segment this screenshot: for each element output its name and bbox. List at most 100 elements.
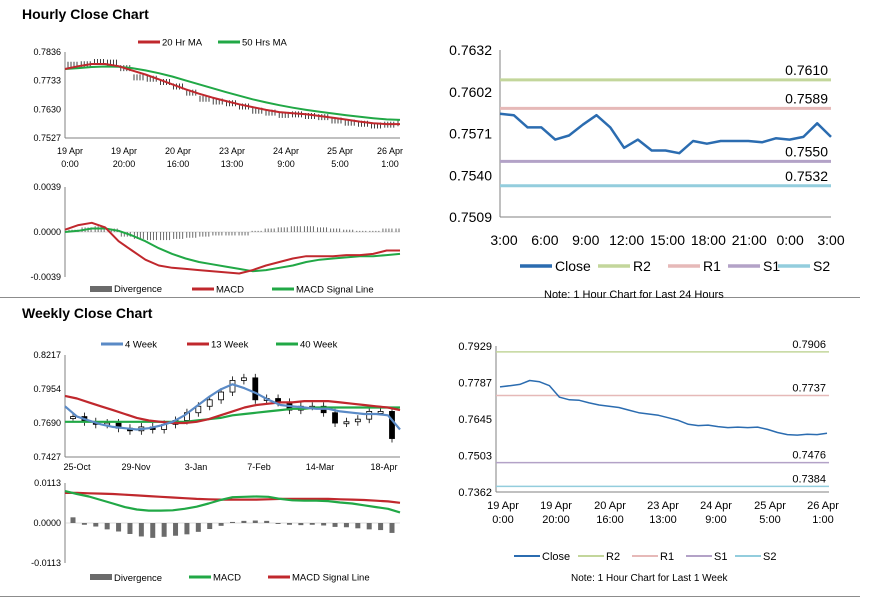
weekly-1w-xtick: 26 Apr <box>807 500 839 512</box>
weekly-1w-legend-label: Close <box>542 551 570 563</box>
hourly-ma20-legend-label: 20 Hr MA <box>162 38 203 49</box>
weekly-divergence-bar <box>321 523 327 526</box>
weekly-divergence-bar <box>241 520 247 523</box>
weekly-1w-legend-label: R1 <box>660 551 674 563</box>
weekly-divergence-bar <box>309 523 315 525</box>
weekly-1w-xtick: 23 Apr <box>647 500 679 512</box>
hourly-price-xtick: 20 Apr <box>165 146 191 156</box>
weekly-price-xtick: 25-Oct <box>63 462 91 472</box>
weekly-divergence-bar <box>195 523 201 532</box>
weekly-40wk-line <box>65 406 400 423</box>
hourly-price-xtick: 20:00 <box>113 159 136 169</box>
weekly-candle-body <box>332 412 338 424</box>
weekly-divergence-bar <box>207 523 213 530</box>
weekly-1w-legend-label: R2 <box>606 551 620 563</box>
weekly-1w-xtick: 20 Apr <box>594 500 626 512</box>
hourly-ma50-legend-label: 50 Hrs MA <box>242 38 288 49</box>
weekly-macd-signal-legend-label: MACD Signal Line <box>292 573 370 584</box>
weekly-price-xtick: 3-Jan <box>185 462 208 472</box>
weekly-price-ytick: 0.7427 <box>33 452 61 462</box>
weekly-candle-body <box>218 391 225 401</box>
bottom-divider <box>0 596 860 597</box>
weekly-price-ytick: 0.7954 <box>33 384 61 394</box>
weekly-candle-body <box>366 411 373 420</box>
weekly-divergence-bar <box>127 523 133 534</box>
hourly-24h-legend-label: S2 <box>813 258 830 274</box>
hourly-price-xtick: 19 Apr <box>111 146 137 156</box>
weekly-candle-body <box>70 416 76 419</box>
hourly-macd-legend-label: MACD <box>216 285 244 296</box>
hourly-price-xtick: 1:00 <box>381 159 399 169</box>
hourly-24h-close-line <box>499 112 832 155</box>
section-divider <box>0 297 860 298</box>
weekly-divergence-bar <box>343 523 349 528</box>
hourly-24h-xtick: 15:00 <box>650 232 685 248</box>
hourly-24h-xtick: 3:00 <box>490 232 517 248</box>
weekly-candle-body <box>377 411 384 414</box>
weekly-1w-xtick: 19 Apr <box>487 500 519 512</box>
weekly-13wk-line <box>64 394 401 425</box>
weekly-40wk-legend-label: 40 Week <box>300 340 338 351</box>
hourly-24h-xtick: 0:00 <box>777 232 804 248</box>
weekly-divergence-bar <box>286 523 292 525</box>
weekly-divergence-bar <box>218 523 224 526</box>
hourly-price-ytick: 0.7527 <box>33 133 61 143</box>
weekly-divergence-bar <box>252 520 258 523</box>
weekly-1w-legend-label: S2 <box>763 551 776 563</box>
weekly-divergence-bar <box>230 521 235 523</box>
weekly-1w-r2-label: 0.7906 <box>792 339 826 351</box>
hourly-24h-xtick: 21:00 <box>732 232 767 248</box>
hourly-price-xtick: 24 Apr <box>273 146 299 156</box>
hourly-price-xtick: 0:00 <box>61 159 79 169</box>
weekly-price-ytick: 0.8217 <box>33 350 61 360</box>
weekly-price-xtick: 14-Mar <box>306 462 335 472</box>
hourly-macd-ytick: 0.0000 <box>33 227 61 237</box>
hourly-24h-legend-label: S1 <box>763 258 780 274</box>
weekly-1w-ytick: 0.7929 <box>458 341 492 353</box>
weekly-1w-xtick: 24 Apr <box>700 500 732 512</box>
hourly-24h-r1-label: 0.7589 <box>785 90 828 106</box>
weekly-macd-legend-label: MACD <box>213 573 241 584</box>
hourly-24h-ytick: 0.7540 <box>449 167 492 183</box>
weekly-candle-body <box>206 399 213 407</box>
weekly-1w-ytick: 0.7362 <box>458 487 492 499</box>
hourly-price-ytick: 0.7836 <box>33 47 61 57</box>
hourly-24h-legend-label: R2 <box>633 258 651 274</box>
weekly-4wk-legend-label: 4 Week <box>125 340 157 351</box>
hourly-divergence-legend-label: Divergence <box>114 284 162 295</box>
weekly-1w-ytick: 0.7503 <box>458 451 492 463</box>
hourly-price-xtick: 26 Apr <box>377 146 403 156</box>
hourly-price-xtick: 25 Apr <box>327 146 353 156</box>
weekly-candle-body <box>354 418 361 423</box>
hourly-macd-ytick: 0.0039 <box>33 182 61 192</box>
weekly-candle-body <box>389 411 395 439</box>
weekly-1w-xtick: 16:00 <box>596 514 624 526</box>
weekly-divergence-bar <box>264 520 270 523</box>
weekly-divergence-bar <box>173 523 179 536</box>
hourly-20hr-ma-line <box>64 63 400 126</box>
hourly-24h-legend-label: R1 <box>703 258 721 274</box>
weekly-1w-xtick: 20:00 <box>542 514 570 526</box>
hourly-24h-s2-label: 0.7532 <box>785 168 828 184</box>
weekly-divergence-bar <box>161 523 167 537</box>
hourly-price-xtick: 23 Apr <box>219 146 245 156</box>
hourly-macd-line <box>64 221 400 275</box>
weekly-divergence-bar <box>378 523 384 531</box>
weekly-divergence-legend-label: Divergence <box>114 573 162 584</box>
weekly-1w-close-line <box>499 379 828 436</box>
weekly-1w-r1-label: 0.7737 <box>792 382 826 394</box>
hourly-price-ytick: 0.7630 <box>33 104 61 114</box>
weekly-1w-xtick: 25 Apr <box>754 500 786 512</box>
weekly-1w-xtick: 1:00 <box>812 514 833 526</box>
hourly-price-xtick: 19 Apr <box>57 146 83 156</box>
weekly-divergence-bar <box>389 523 395 533</box>
weekly-candle-body <box>240 377 247 381</box>
hourly-24h-note: Note: 1 Hour Chart for Last 24 Hours <box>544 289 724 301</box>
weekly-section-title: Weekly Close Chart <box>22 305 153 321</box>
hourly-macd-ytick: -0.0039 <box>30 272 61 282</box>
weekly-price-xtick: 7-Feb <box>247 462 271 472</box>
weekly-1w-ytick: 0.7645 <box>458 414 492 426</box>
hourly-divergence-legend-swatch <box>90 286 112 292</box>
weekly-1w-s1-label: 0.7476 <box>792 450 826 462</box>
weekly-divergence-bar <box>70 517 76 523</box>
